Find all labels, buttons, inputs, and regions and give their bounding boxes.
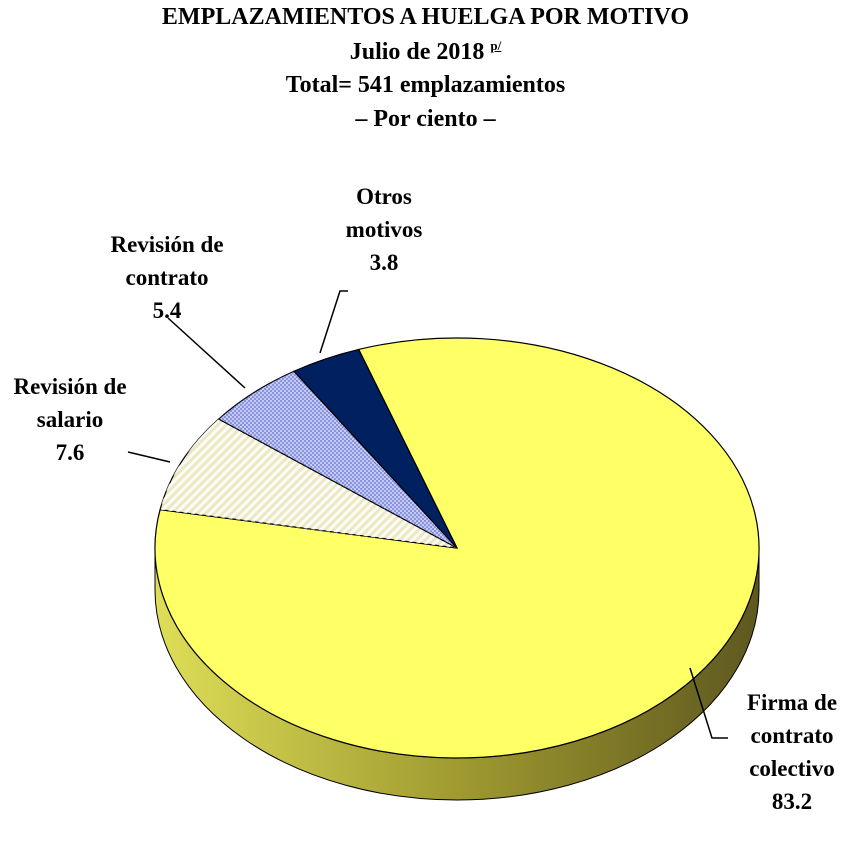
chart-subtitle: Julio de 2018 p/ xyxy=(0,38,851,66)
slice-pattern xyxy=(160,419,458,548)
category-label: Revisión de salario xyxy=(13,374,127,432)
category-label: Firma de contrato colectivo xyxy=(746,690,838,781)
value-label: 83.2 xyxy=(771,789,813,814)
slice xyxy=(292,348,458,549)
category-label: Revisión de contrato xyxy=(110,232,224,290)
slice-label: Revisión de contrato 5.4 xyxy=(92,228,242,327)
chart-title: EMPLAZAMIENTOS A HUELGA POR MOTIVO xyxy=(161,4,690,30)
category-label: Otros motivos xyxy=(345,184,423,242)
value-label: 5.4 xyxy=(152,298,182,323)
leader-line xyxy=(319,290,348,354)
subtitle-text: Julio de 2018 xyxy=(349,39,485,65)
slice-label: Revisión de salario 7.6 xyxy=(12,370,128,469)
subtitle-note: p/ xyxy=(490,38,502,53)
leader-lines xyxy=(127,290,728,739)
slice-label: Firma de contrato colectivo 83.2 xyxy=(732,686,851,818)
total-note: Total= 541 emplazamientos xyxy=(285,72,566,98)
value-label: 3.8 xyxy=(369,250,399,275)
unit-note: – Por ciento – xyxy=(355,106,496,132)
leader-line xyxy=(167,317,246,389)
leader-line xyxy=(127,451,171,463)
pie xyxy=(154,337,760,801)
leader-line xyxy=(689,667,728,739)
slice-label: Otros motivos 3.8 xyxy=(336,180,432,279)
slice-pattern xyxy=(218,371,457,548)
value-label: 7.6 xyxy=(55,440,85,465)
